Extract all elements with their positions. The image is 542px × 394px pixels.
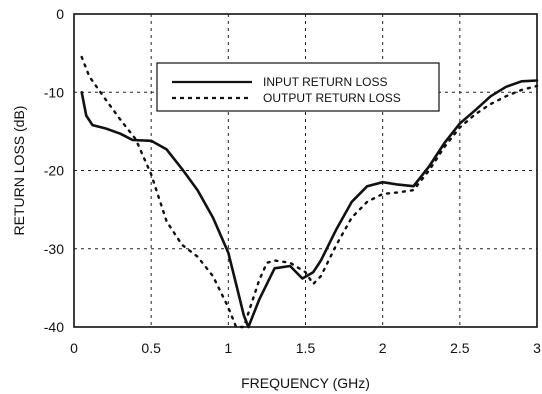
x-tick-label: 0 [70, 340, 78, 356]
x-tick-label: 0.5 [141, 340, 161, 356]
x-tick-labels: 0 0.5 1 1.5 2 2.5 3 [70, 340, 541, 356]
legend-box [156, 62, 440, 112]
series-line-input-return-loss [80, 79, 539, 329]
series-lines [80, 55, 539, 329]
x-tick-label: 2.5 [450, 340, 470, 356]
y-tick-label: -30 [44, 241, 64, 257]
y-tick-label: -20 [44, 163, 64, 179]
y-tick-label: -10 [44, 84, 64, 100]
y-axis-label: RETURN LOSS (dB) [11, 106, 27, 236]
series-line-output-return-loss [80, 55, 539, 329]
x-tick-label: 1.5 [296, 340, 316, 356]
y-tick-labels: 0 -10 -20 -30 -40 [44, 6, 64, 335]
grid [74, 14, 537, 327]
y-tick-label: -40 [44, 319, 64, 335]
x-tick-label: 1 [224, 340, 232, 356]
x-axis-label: FREQUENCY (GHz) [241, 375, 370, 391]
legend: INPUT RETURN LOSS OUTPUT RETURN LOSS [156, 62, 440, 112]
legend-label-input: INPUT RETURN LOSS [263, 75, 387, 89]
y-tick-label: 0 [56, 6, 64, 22]
x-tick-label: 3 [533, 340, 541, 356]
plot-frame [73, 13, 538, 328]
legend-label-output: OUTPUT RETURN LOSS [263, 91, 401, 105]
x-tick-label: 2 [379, 340, 387, 356]
